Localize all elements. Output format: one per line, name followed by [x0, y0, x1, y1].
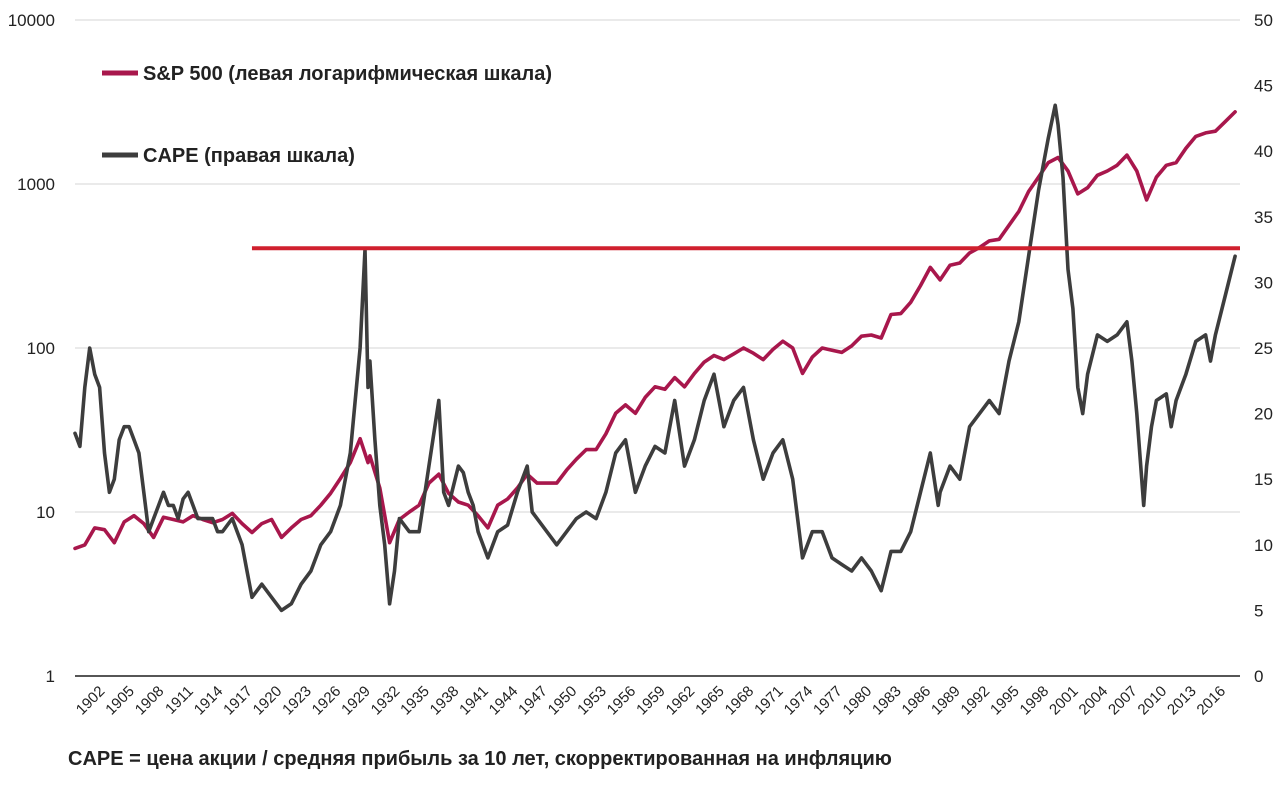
left-tick-label: 10000	[8, 11, 55, 30]
x-tick-label: 1956	[604, 683, 640, 719]
cape-line	[73, 103, 1237, 613]
x-tick-label: 1926	[309, 683, 345, 719]
left-tick-label: 1000	[17, 175, 55, 194]
x-tick-label: 1902	[73, 683, 109, 719]
x-tick-label: 1941	[456, 683, 492, 719]
chart-footnote: CAPE = цена акции / средняя прибыль за 1…	[68, 748, 892, 770]
legend-sp500-label: S&P 500 (левая логарифмическая шкала)	[143, 63, 552, 85]
x-tick-label: 1923	[279, 683, 315, 719]
x-tick-label: 1938	[427, 683, 463, 719]
x-tick-label: 1983	[869, 683, 905, 719]
x-tick-label: 1962	[663, 683, 699, 719]
right-tick-label: 10	[1254, 536, 1273, 555]
x-tick-label: 1914	[191, 683, 227, 719]
x-tick-label: 1917	[220, 683, 256, 719]
x-tick-label: 2010	[1135, 683, 1171, 719]
right-tick-label: 15	[1254, 470, 1273, 489]
x-tick-label: 1911	[162, 683, 197, 718]
right-tick-label: 40	[1254, 142, 1273, 161]
x-tick-label: 1944	[486, 683, 522, 719]
x-tick-label: 1920	[250, 683, 286, 719]
right-tick-label: 25	[1254, 339, 1273, 358]
x-tick-label: 2013	[1164, 683, 1200, 719]
right-tick-label: 20	[1254, 405, 1273, 424]
x-tick-label: 1947	[515, 683, 551, 719]
x-tick-label: 1989	[928, 683, 964, 719]
right-tick-label: 5	[1254, 601, 1263, 620]
x-tick-label: 2007	[1105, 683, 1141, 719]
x-tick-label: 1992	[958, 683, 994, 719]
legend-cape-label: CAPE (правая шкала)	[143, 145, 355, 167]
x-tick-label: 1998	[1017, 683, 1053, 719]
right-tick-label: 35	[1254, 208, 1273, 227]
right-tick-label: 30	[1254, 273, 1273, 292]
left-tick-label: 100	[27, 339, 55, 358]
x-tick-label: 1995	[987, 683, 1023, 719]
x-tick-label: 1908	[132, 683, 168, 719]
x-tick-label: 1977	[810, 683, 846, 719]
x-tick-label: 1935	[397, 683, 433, 719]
x-tick-label: 1959	[633, 683, 669, 719]
x-tick-label: 1974	[781, 683, 817, 719]
left-tick-label: 1	[46, 667, 55, 686]
x-tick-label: 1953	[574, 683, 610, 719]
left-tick-label: 10	[36, 503, 55, 522]
x-tick-label: 1965	[692, 683, 728, 719]
x-tick-label: 1929	[338, 683, 374, 719]
x-tick-label: 2016	[1194, 683, 1230, 719]
sp500-line	[73, 110, 1237, 551]
x-tick-label: 1950	[545, 683, 581, 719]
x-tick-label: 1932	[368, 683, 404, 719]
x-tick-label: 2001	[1046, 683, 1082, 719]
x-tick-label: 1980	[840, 683, 876, 719]
x-tick-label: 1968	[722, 683, 758, 719]
right-tick-label: 0	[1254, 667, 1263, 686]
x-tick-label: 2004	[1076, 683, 1112, 719]
x-tick-label: 1905	[102, 683, 138, 719]
right-tick-label: 45	[1254, 77, 1273, 96]
x-tick-label: 1971	[751, 683, 787, 719]
x-tick-label: 1986	[899, 683, 935, 719]
right-tick-label: 50	[1254, 11, 1273, 30]
